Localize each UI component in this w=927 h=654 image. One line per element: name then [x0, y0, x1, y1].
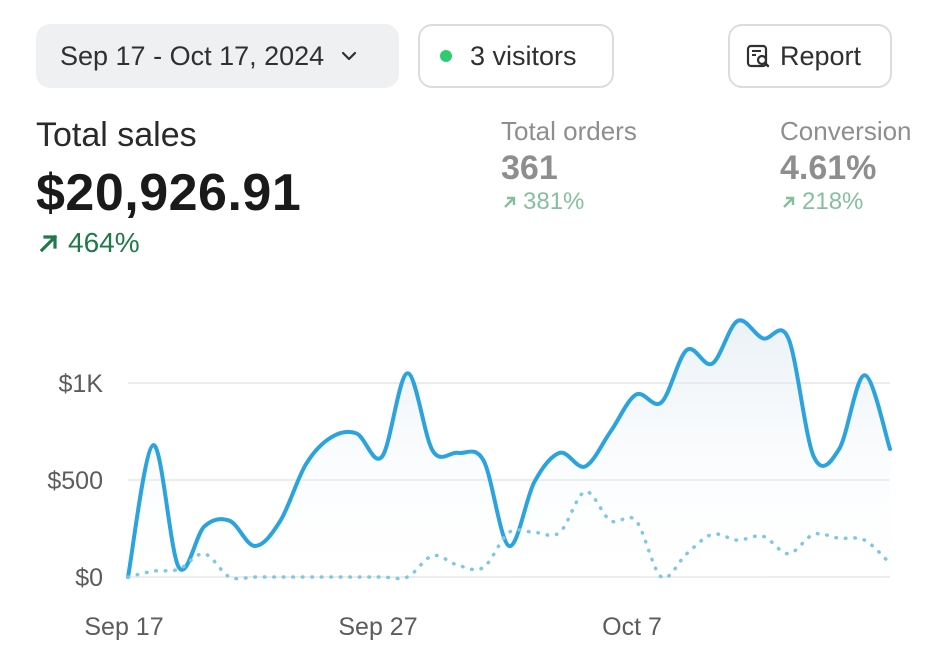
- report-search-icon: [746, 44, 770, 68]
- data-point-comparison[interactable]: [427, 550, 439, 562]
- data-point-comparison[interactable]: [452, 559, 464, 571]
- data-point-current[interactable]: [147, 439, 159, 451]
- data-point-comparison[interactable]: [833, 532, 845, 544]
- data-point-comparison[interactable]: [655, 571, 667, 583]
- metric-conversion[interactable]: Conversion 4.61% 218%: [780, 116, 912, 216]
- data-point-comparison[interactable]: [681, 548, 693, 560]
- data-point-current[interactable]: [325, 431, 337, 443]
- data-point-comparison[interactable]: [325, 571, 337, 583]
- data-point-comparison[interactable]: [376, 571, 388, 583]
- metric-total-orders-label: Total orders: [501, 116, 637, 146]
- report-button[interactable]: Report: [728, 24, 892, 88]
- data-point-comparison[interactable]: [249, 571, 261, 583]
- data-point-comparison[interactable]: [274, 571, 286, 583]
- data-point-comparison[interactable]: [554, 526, 566, 538]
- data-point-comparison[interactable]: [401, 571, 413, 583]
- data-point-comparison[interactable]: [173, 563, 185, 575]
- y-tick-label: $0: [75, 564, 103, 592]
- report-label: Report: [780, 40, 862, 71]
- data-point-comparison[interactable]: [528, 526, 540, 538]
- series-area-fill: [128, 320, 890, 577]
- metric-total-sales-value: $20,926.91: [36, 164, 302, 222]
- data-point-comparison[interactable]: [122, 571, 134, 583]
- metric-conversion-change-value: 218%: [802, 188, 864, 215]
- series-line-comparison[interactable]: [126, 489, 892, 581]
- data-point-current[interactable]: [681, 344, 693, 356]
- data-point-current[interactable]: [300, 458, 312, 470]
- metric-conversion-change: 218%: [780, 188, 912, 216]
- data-point-comparison[interactable]: [478, 561, 490, 573]
- metric-conversion-label: Conversion: [780, 116, 912, 146]
- data-point-comparison[interactable]: [757, 530, 769, 542]
- data-point-current[interactable]: [503, 540, 515, 552]
- x-tick-label: Sep 17: [84, 613, 163, 641]
- data-point-comparison[interactable]: [198, 548, 210, 560]
- data-point-current[interactable]: [478, 455, 490, 467]
- data-point-comparison[interactable]: [859, 534, 871, 546]
- data-point-comparison[interactable]: [884, 557, 896, 569]
- data-point-current[interactable]: [452, 447, 464, 459]
- data-point-comparison[interactable]: [579, 486, 591, 498]
- data-point-current[interactable]: [630, 389, 642, 401]
- toolbar: Sep 17 - Oct 17, 2024 3 visitors Report: [36, 24, 892, 88]
- data-point-current[interactable]: [528, 476, 540, 488]
- metric-total-sales[interactable]: Total sales $20,926.91 464%: [36, 116, 301, 259]
- data-point-comparison[interactable]: [630, 515, 642, 527]
- data-point-comparison[interactable]: [503, 526, 515, 538]
- y-tick-label: $500: [47, 467, 103, 495]
- data-point-comparison[interactable]: [300, 571, 312, 583]
- visitors-button[interactable]: 3 visitors: [418, 24, 614, 88]
- data-point-current[interactable]: [605, 426, 617, 438]
- data-point-current[interactable]: [401, 367, 413, 379]
- data-point-current[interactable]: [706, 358, 718, 370]
- metric-total-orders[interactable]: Total orders 361 381%: [501, 116, 637, 216]
- data-point-comparison[interactable]: [706, 528, 718, 540]
- data-point-current[interactable]: [376, 451, 388, 463]
- data-point-comparison[interactable]: [605, 515, 617, 527]
- data-point-current[interactable]: [732, 315, 744, 327]
- metric-total-orders-change: 381%: [501, 188, 637, 216]
- arrow-up-right-icon: [39, 234, 58, 253]
- data-point-current[interactable]: [655, 396, 667, 408]
- data-point-current[interactable]: [808, 451, 820, 463]
- chevron-down-icon: [342, 51, 357, 61]
- y-tick-label: $1K: [59, 370, 104, 398]
- data-point-current[interactable]: [884, 443, 896, 455]
- metric-total-orders-value: 361: [501, 149, 558, 187]
- metric-total-sales-change-value: 464%: [68, 227, 140, 258]
- arrow-up-right-icon: [504, 196, 516, 208]
- data-point-current[interactable]: [351, 427, 363, 439]
- metric-total-orders-change-value: 381%: [523, 188, 585, 215]
- data-point-comparison[interactable]: [147, 565, 159, 577]
- metric-total-sales-change: 464%: [36, 227, 301, 259]
- data-point-current[interactable]: [833, 443, 845, 455]
- data-point-current[interactable]: [757, 332, 769, 344]
- data-point-current[interactable]: [427, 445, 439, 457]
- visitors-label: 3 visitors: [470, 40, 577, 71]
- metric-total-sales-label: Total sales: [36, 116, 197, 154]
- data-point-current[interactable]: [782, 332, 794, 344]
- sales-line-chart[interactable]: $0 $500 $1K Sep 17 Sep 27 Oct 7: [0, 290, 927, 654]
- data-point-current[interactable]: [859, 369, 871, 381]
- data-point-current[interactable]: [579, 460, 591, 472]
- x-tick-label: Oct 7: [602, 613, 662, 641]
- data-point-current[interactable]: [554, 447, 566, 459]
- arrow-up-right-icon: [783, 196, 795, 208]
- data-point-comparison[interactable]: [351, 571, 363, 583]
- date-range-button[interactable]: Sep 17 - Oct 17, 2024: [36, 24, 399, 88]
- data-point-comparison[interactable]: [808, 528, 820, 540]
- data-point-comparison[interactable]: [224, 571, 236, 583]
- metric-conversion-value: 4.61%: [780, 149, 877, 187]
- data-point-current[interactable]: [198, 521, 210, 533]
- data-point-current[interactable]: [224, 515, 236, 527]
- x-tick-label: Sep 27: [338, 613, 417, 641]
- data-point-comparison[interactable]: [732, 534, 744, 546]
- data-point-current[interactable]: [249, 540, 261, 552]
- live-status-dot-icon: [440, 50, 452, 62]
- data-point-current[interactable]: [274, 515, 286, 527]
- date-range-label: Sep 17 - Oct 17, 2024: [60, 40, 325, 71]
- data-point-comparison[interactable]: [782, 548, 794, 560]
